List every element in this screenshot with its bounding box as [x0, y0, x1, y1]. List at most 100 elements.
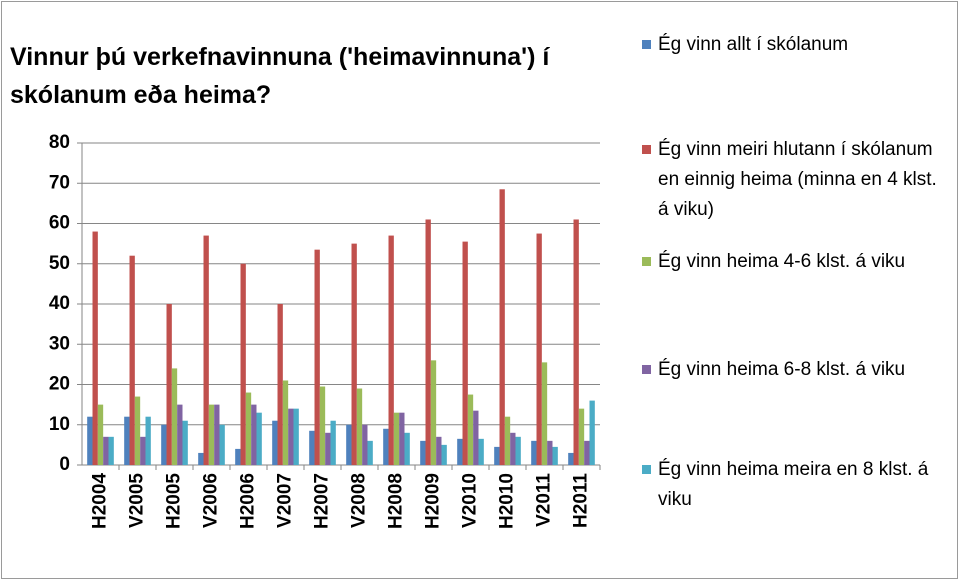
y-tick-label: 50 — [49, 253, 70, 274]
bar — [198, 452, 204, 465]
bar — [293, 408, 299, 465]
x-tick-label: V2011 — [534, 473, 555, 527]
legend-swatch — [642, 145, 651, 154]
x-tick-label: V2006 — [201, 473, 222, 528]
bar — [388, 235, 394, 465]
y-tick-label: 70 — [49, 172, 70, 193]
x-tick-label: H2009 — [423, 473, 444, 529]
bar — [97, 404, 104, 465]
bar — [494, 446, 500, 465]
y-tick-label: 20 — [49, 374, 70, 395]
x-tick-label: V2005 — [127, 473, 148, 528]
bar — [404, 432, 410, 465]
bar — [87, 416, 93, 465]
bar — [251, 404, 257, 465]
x-tick-label: V2010 — [460, 473, 481, 528]
y-tick-label: 60 — [49, 213, 70, 234]
bar — [499, 189, 505, 465]
bar — [208, 404, 215, 465]
bar — [129, 255, 135, 465]
y-tick-label: 30 — [49, 333, 70, 354]
x-tick-label: H2011 — [571, 473, 592, 528]
legend-swatch — [642, 465, 651, 474]
bar — [103, 436, 109, 465]
x-tick-label: H2010 — [497, 473, 518, 529]
bar — [462, 241, 468, 465]
bar — [256, 412, 262, 465]
bar — [108, 436, 114, 465]
bar — [214, 404, 220, 465]
x-tick-label: H2008 — [386, 473, 407, 529]
bar — [203, 235, 209, 465]
bar — [573, 219, 579, 465]
bar — [430, 360, 437, 465]
bar — [272, 420, 278, 465]
bar — [504, 416, 511, 465]
legend-entry: Ég vinn heima 6-8 klst. á viku — [642, 355, 938, 385]
legend-entry: Ég vinn heima 4-6 klst. á viku — [642, 247, 938, 277]
legend-swatch — [642, 257, 651, 266]
x-tick-label: H2006 — [238, 473, 259, 529]
bar — [309, 430, 315, 465]
bar — [383, 428, 389, 465]
bar — [282, 380, 289, 465]
bar — [441, 444, 447, 465]
bar — [399, 412, 405, 465]
legend-swatch — [642, 365, 651, 374]
bar — [145, 416, 151, 465]
bar — [235, 448, 241, 465]
bar — [171, 368, 178, 465]
bar — [425, 219, 431, 465]
bar — [92, 231, 98, 465]
bar — [541, 362, 548, 465]
y-tick-label: 40 — [49, 293, 70, 314]
bar — [531, 440, 537, 465]
bar — [547, 440, 553, 465]
bar — [330, 420, 336, 465]
bar — [393, 412, 400, 465]
y-tick-label: 10 — [49, 414, 70, 435]
bar — [420, 440, 426, 465]
bar — [166, 304, 172, 465]
legend-label: Ég vinn heima meira en 8 klst. á viku — [658, 459, 929, 510]
bar — [325, 432, 331, 465]
bar — [140, 436, 146, 465]
bar — [473, 410, 479, 465]
bar — [346, 424, 352, 465]
bar — [578, 408, 585, 465]
legend-label: Ég vinn allt í skólanum — [658, 34, 849, 55]
bar — [367, 440, 373, 465]
bar — [277, 304, 283, 465]
legend-label: Ég vinn heima 4-6 klst. á viku — [658, 251, 906, 272]
bar — [182, 420, 188, 465]
legend-entry: Ég vinn meiri hlutann í skólanum en einn… — [642, 135, 938, 225]
legend-label: Ég vinn meiri hlutann í skólanum en einn… — [658, 139, 937, 220]
bar — [552, 446, 558, 465]
bar — [356, 388, 363, 465]
bar — [515, 436, 521, 465]
bar — [219, 424, 225, 465]
bar — [362, 424, 368, 465]
x-tick-label: H2004 — [90, 473, 111, 529]
bar — [568, 452, 574, 465]
bar — [240, 263, 246, 465]
x-tick-label: H2007 — [312, 473, 333, 529]
bar — [288, 408, 294, 465]
bar — [536, 233, 542, 465]
bar — [457, 438, 463, 465]
legend-entry: Ég vinn allt í skólanum — [642, 30, 938, 60]
bar — [314, 249, 320, 465]
bar — [177, 404, 183, 465]
bar — [436, 436, 442, 465]
bar — [478, 438, 484, 465]
bar — [245, 392, 252, 465]
x-tick-label: V2008 — [349, 473, 370, 528]
bar — [589, 400, 595, 465]
chart-title: Vinnur þú verkefnavinnuna ('heimavinnuna… — [10, 43, 550, 109]
legend-label: Ég vinn heima 6-8 klst. á viku — [658, 359, 906, 380]
bar — [319, 386, 326, 465]
legend-entry: Ég vinn heima meira en 8 klst. á viku — [642, 455, 938, 515]
